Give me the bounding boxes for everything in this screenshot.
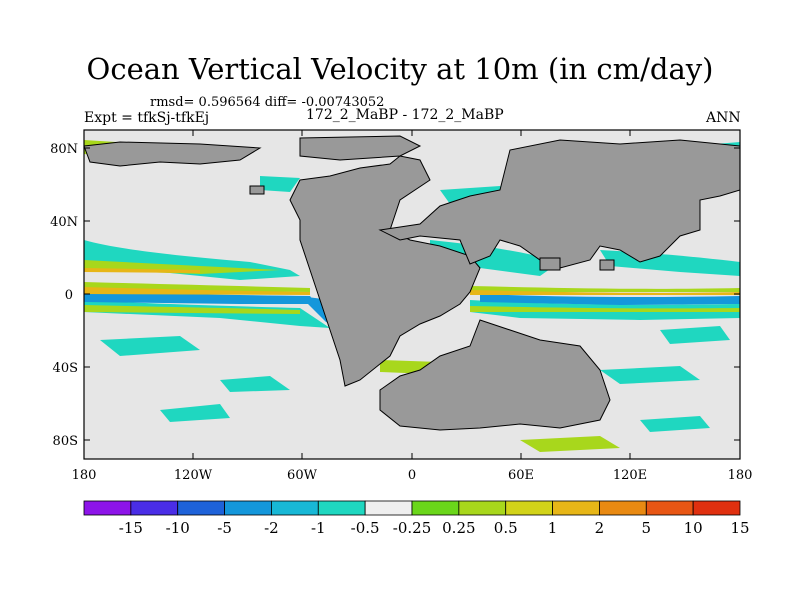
legend-swatch [599, 500, 647, 516]
axis-ticks [84, 130, 740, 459]
legend-label: 2 [595, 519, 605, 537]
legend-swatch [692, 500, 741, 516]
y-tick-label: 40N [50, 215, 78, 230]
y-tick-label: 80N [50, 142, 78, 157]
legend-label: 1 [548, 519, 558, 537]
legend-swatch [271, 500, 319, 516]
x-tick-label: 180 [72, 468, 97, 483]
x-tick-label: 60W [287, 468, 318, 483]
legend-label: -2 [264, 519, 279, 537]
legend-swatch [458, 500, 507, 516]
y-tick-label: 0 [65, 288, 73, 303]
legend-label: -15 [119, 519, 143, 537]
legend-swatch [224, 500, 272, 516]
season-label: ANN [706, 110, 741, 126]
legend-label: 15 [730, 519, 749, 537]
legend-label: 10 [684, 519, 703, 537]
case-label: 172_2_MaBP - 172_2_MaBP [306, 107, 504, 123]
stats-label: rmsd= 0.596564 diff= -0.00743052 [150, 95, 385, 110]
x-tick-label: 0 [408, 468, 416, 483]
legend-swatch [130, 500, 179, 516]
x-tick-label: 180 [728, 468, 753, 483]
legend-label: -0.5 [351, 519, 380, 537]
legend-swatch [364, 500, 413, 516]
legend-label: -5 [217, 519, 232, 537]
legend-label: -1 [311, 519, 326, 537]
legend-label: -0.25 [393, 519, 431, 537]
legend-swatch [645, 500, 694, 516]
legend-label: -10 [166, 519, 190, 537]
legend-swatch [177, 500, 225, 516]
color-legend: -15 -10 -5 -2 -1 -0.5 -0.25 0.25 0.5 1 2 5 10 15 [83, 500, 750, 537]
legend-swatch [552, 500, 600, 516]
x-tick-label: 60E [508, 468, 534, 483]
y-tick-label: 80S [53, 434, 78, 449]
legend-swatch [411, 500, 460, 516]
legend-label: 0.25 [442, 519, 475, 537]
x-tick-label: 120E [613, 468, 647, 483]
land-masses [84, 135, 740, 431]
legend-swatch [317, 500, 366, 516]
x-tick-label: 120W [174, 468, 213, 483]
plot-title: Ocean Vertical Velocity at 10m (in cm/da… [86, 52, 714, 86]
legend-swatch [505, 500, 553, 516]
y-tick-label: 40S [53, 361, 78, 376]
expt-label: Expt = tfkSj-tfkEj [84, 110, 210, 126]
legend-label: 5 [642, 519, 652, 537]
legend-label: 0.5 [494, 519, 518, 537]
legend-swatch [83, 500, 132, 516]
